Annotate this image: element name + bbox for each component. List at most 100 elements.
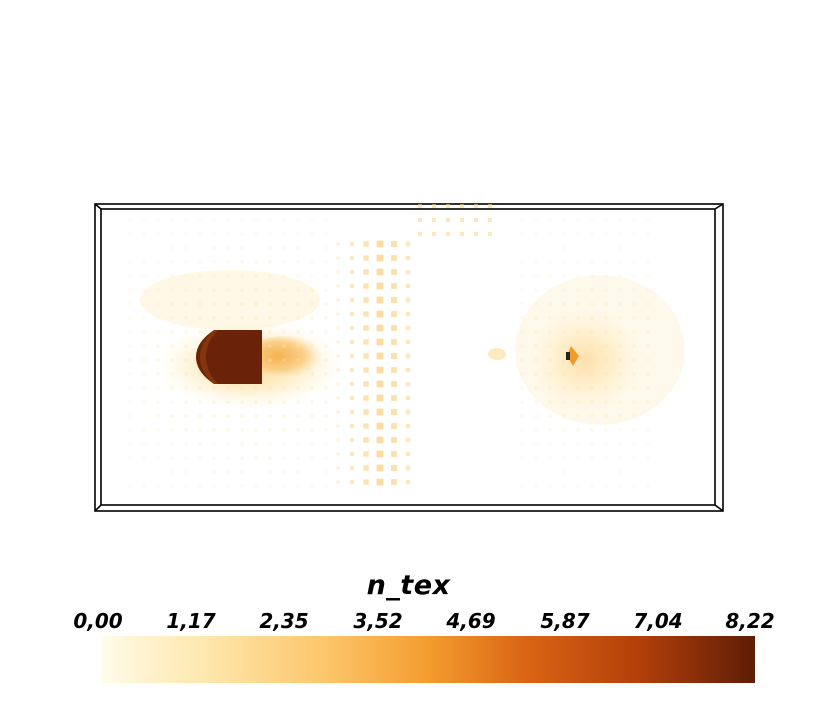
sample-dot: [646, 372, 650, 376]
sample-dot: [226, 246, 230, 250]
sample-dot: [212, 470, 216, 474]
sample-dot: [349, 269, 355, 275]
sample-dot: [534, 428, 538, 432]
sample-dot: [184, 470, 188, 474]
sample-dot: [632, 484, 636, 488]
sample-dot: [282, 232, 286, 236]
sample-dot: [212, 218, 216, 222]
sample-dot: [156, 288, 160, 292]
sample-dot: [170, 274, 174, 278]
sample-dot: [548, 246, 552, 250]
sample-dot: [296, 386, 300, 390]
sample-dot: [405, 381, 411, 387]
sample-dot: [254, 218, 258, 222]
sample-dot: [520, 358, 524, 362]
sample-dot: [170, 358, 174, 362]
sample-dot: [240, 414, 244, 418]
sample-dot: [310, 246, 314, 250]
sample-dot: [282, 484, 286, 488]
sample-dot: [618, 358, 622, 362]
sample-dot: [184, 386, 188, 390]
sample-dot: [142, 316, 146, 320]
sample-dot: [310, 288, 314, 292]
sample-dot: [324, 302, 328, 306]
sample-dot: [198, 400, 202, 404]
sample-dot: [646, 470, 650, 474]
tick-label: 0,00: [73, 609, 123, 633]
sample-dot: [226, 456, 230, 460]
sample-dot: [632, 456, 636, 460]
sample-dot: [548, 386, 552, 390]
sample-dot: [646, 442, 650, 446]
sample-dot: [520, 316, 524, 320]
sample-dot: [296, 428, 300, 432]
sample-dot: [376, 422, 384, 430]
sample-dot: [268, 302, 272, 306]
sample-dot: [604, 372, 608, 376]
sample-dot: [548, 414, 552, 418]
sample-dot: [405, 423, 411, 429]
sample-dot: [170, 456, 174, 460]
sample-dot: [460, 232, 464, 236]
sample-dot: [618, 456, 622, 460]
sample-dot: [170, 260, 174, 264]
sample-dot: [391, 367, 397, 373]
sample-dot: [391, 423, 397, 429]
sample-dot: [618, 484, 622, 488]
sample-dot: [156, 442, 160, 446]
sample-dot: [618, 372, 622, 376]
sample-dot: [296, 302, 300, 306]
sample-dot: [632, 400, 636, 404]
sample-dot: [212, 288, 216, 292]
sample-dot: [184, 316, 188, 320]
sample-dot: [376, 450, 384, 458]
sample-dot: [212, 428, 216, 432]
sample-dot: [336, 354, 340, 358]
sample-dot: [184, 274, 188, 278]
sample-dot: [405, 311, 411, 317]
sample-dot: [548, 428, 552, 432]
sample-dot: [296, 246, 300, 250]
sample-dot: [363, 241, 369, 247]
sample-dot: [376, 366, 384, 374]
sample-dot: [376, 478, 384, 486]
sample-dot: [128, 456, 132, 460]
sample-dot: [405, 437, 411, 443]
sample-dot: [240, 428, 244, 432]
sample-dot: [590, 414, 594, 418]
sample-dot: [432, 232, 436, 236]
sample-dot: [349, 325, 355, 331]
sample-dot: [212, 386, 216, 390]
sample-dot: [198, 386, 202, 390]
sample-dot: [548, 316, 552, 320]
sample-dot: [576, 442, 580, 446]
sample-dot: [604, 260, 608, 264]
sample-dot: [128, 274, 132, 278]
sample-dot: [604, 386, 608, 390]
sample-dot: [618, 414, 622, 418]
sample-dot: [391, 311, 397, 317]
sample-dot: [576, 288, 580, 292]
sample-dot: [405, 269, 411, 275]
sample-dot: [324, 344, 328, 348]
sample-dot: [226, 218, 230, 222]
sample-dot: [534, 344, 538, 348]
sample-dot: [324, 246, 328, 250]
sample-dot: [363, 479, 369, 485]
sample-dot: [240, 288, 244, 292]
sample-dot: [310, 330, 314, 334]
sample-dot: [632, 274, 636, 278]
sample-dot: [142, 330, 146, 334]
sample-dot: [282, 218, 286, 222]
sample-dot: [254, 400, 258, 404]
sample-dot: [254, 302, 258, 306]
sample-dot: [646, 414, 650, 418]
sample-dot: [363, 367, 369, 373]
sample-dot: [632, 288, 636, 292]
sample-dot: [520, 442, 524, 446]
sample-dot: [184, 358, 188, 362]
sample-dot: [128, 386, 132, 390]
sample-dot: [296, 232, 300, 236]
sample-dot: [646, 484, 650, 488]
